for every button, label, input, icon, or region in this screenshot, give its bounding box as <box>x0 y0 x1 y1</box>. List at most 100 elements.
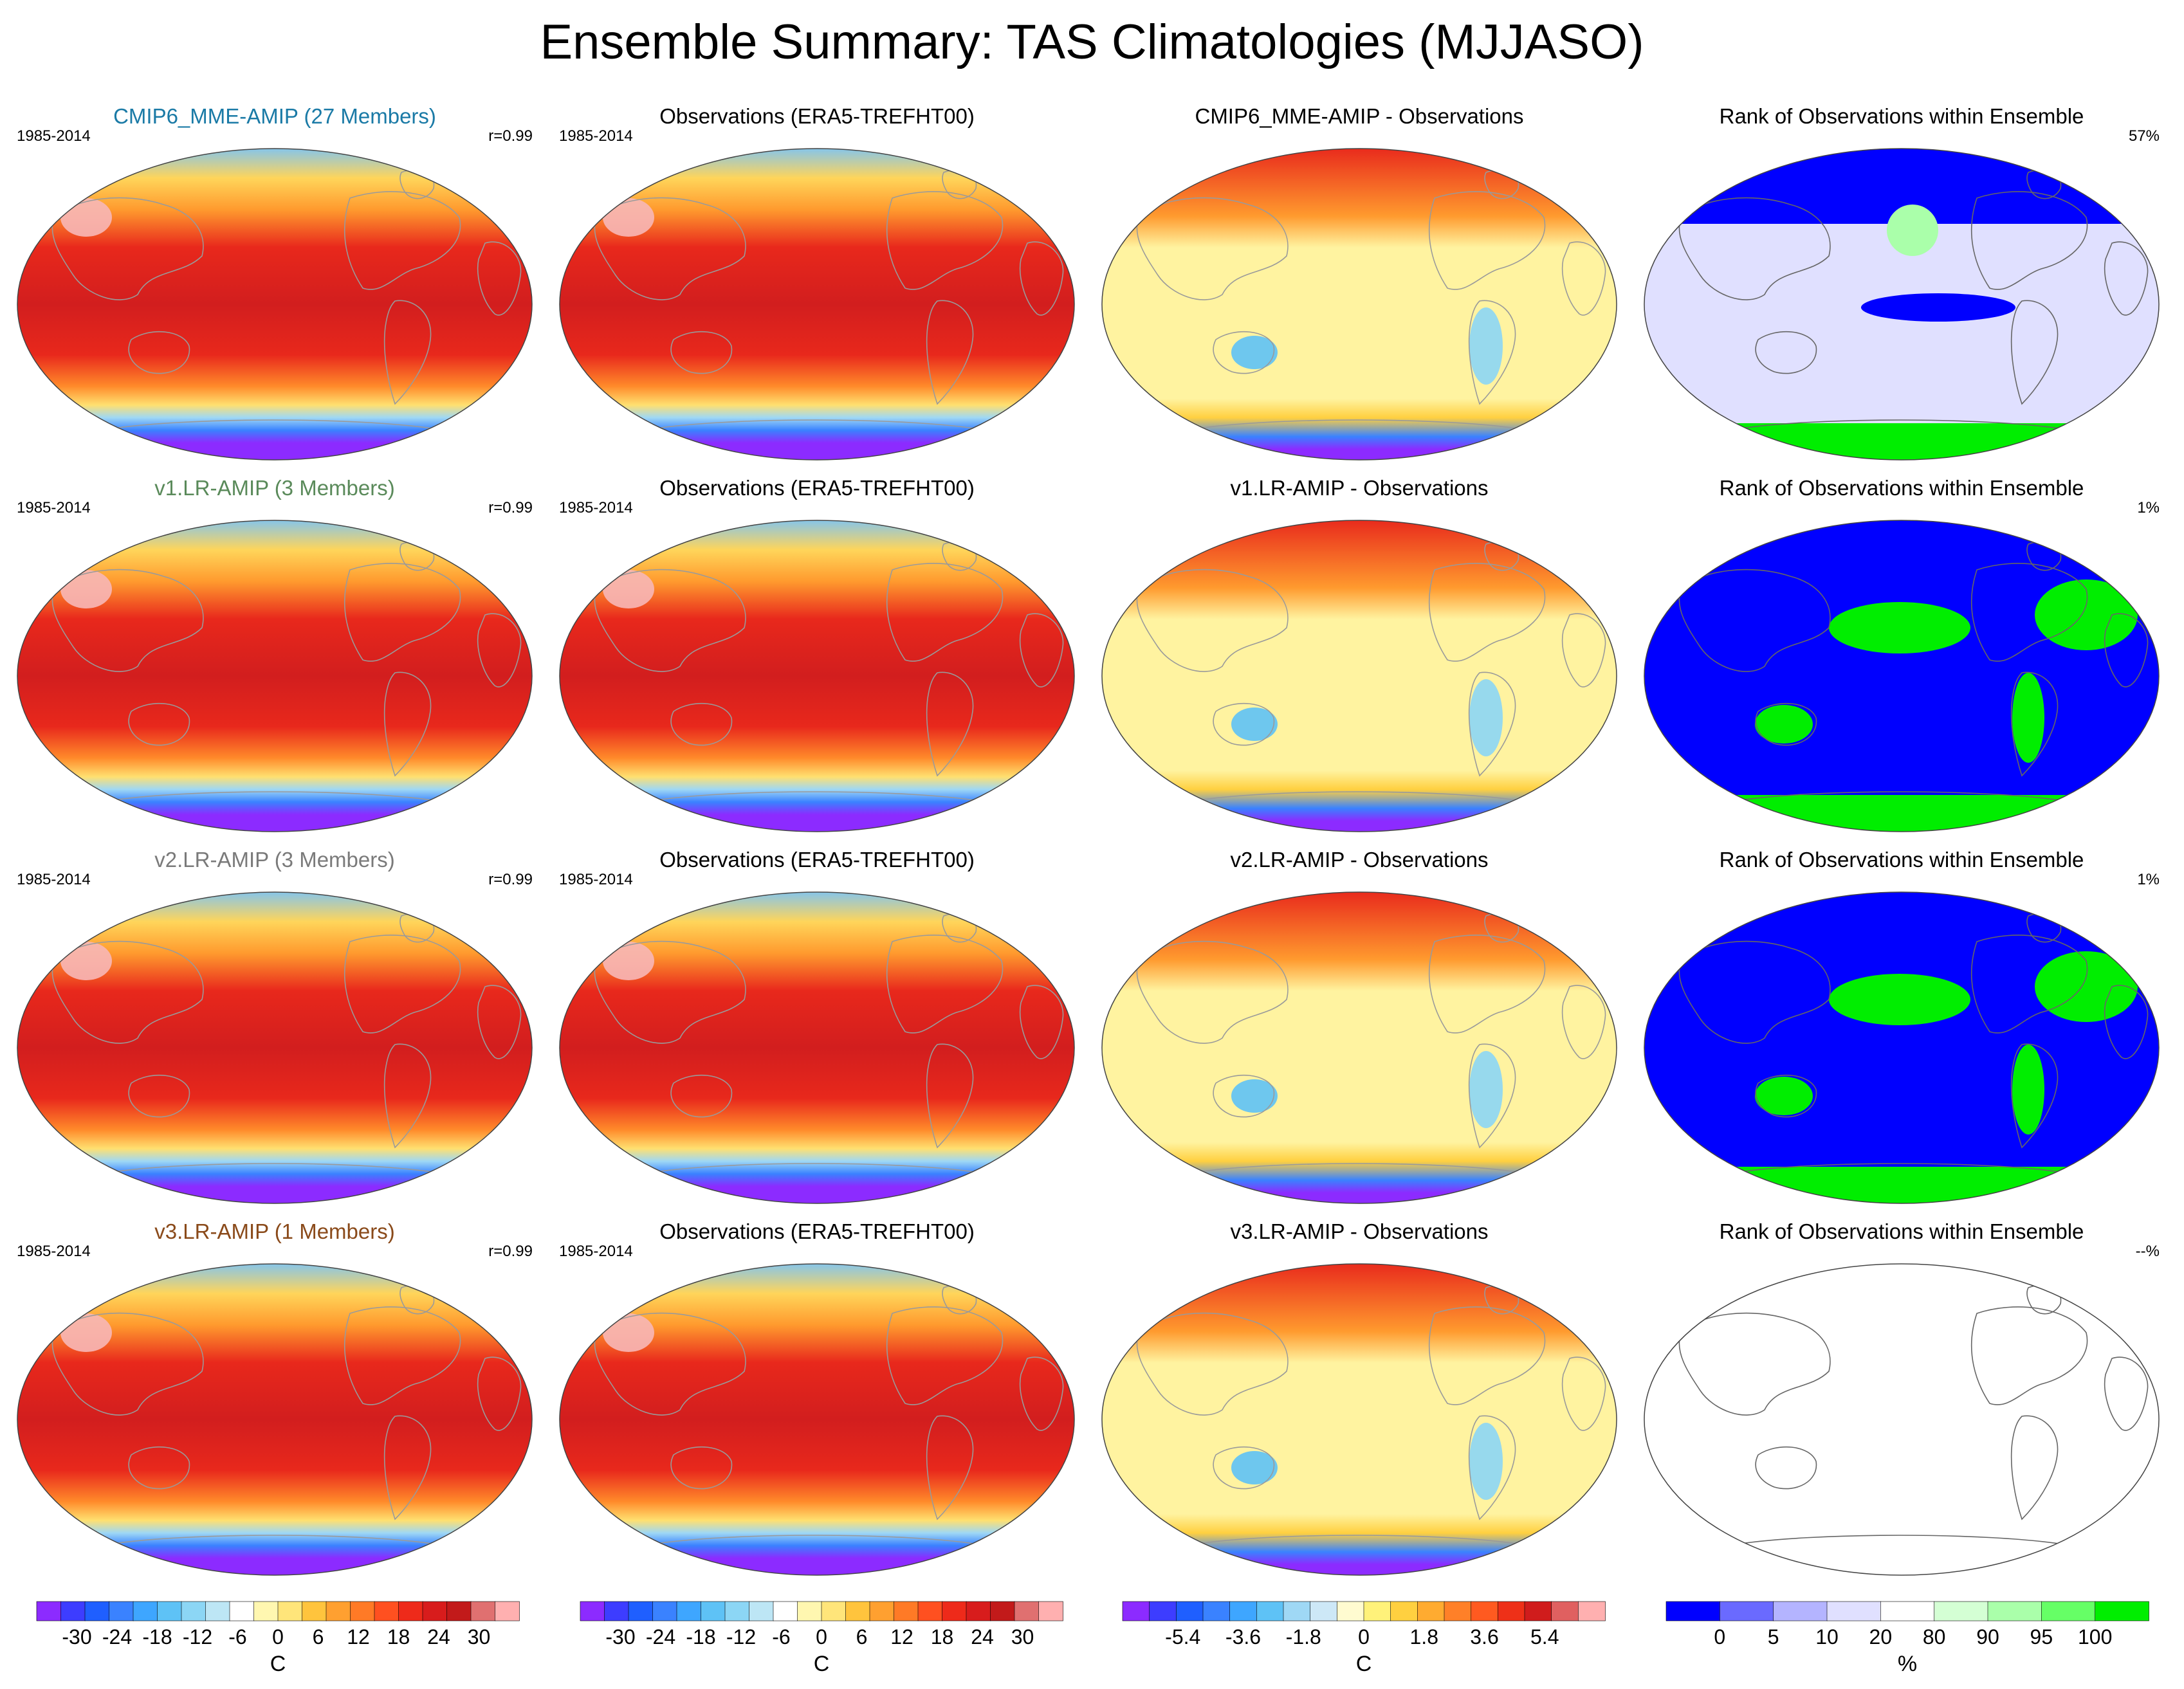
map-panel-obs: Observations (ERA5-TREFHT00) 1985-2014 <box>550 848 1084 1208</box>
cool-bias-region <box>1231 708 1278 741</box>
colorbar-tick-label: 12 <box>347 1625 370 1648</box>
north-america-outline <box>1970 935 2088 1034</box>
colorbar-swatch <box>773 1601 798 1621</box>
colorbar-tick-label: 12 <box>890 1625 913 1648</box>
australia-outline <box>1213 1446 1275 1490</box>
colorbar-swatch <box>749 1601 774 1621</box>
map-panel-diff: v1.LR-AMIP - Observations <box>1092 476 1626 836</box>
panel-title: CMIP6_MME-AMIP - Observations <box>1195 104 1524 128</box>
colorbar-tick-label: -6 <box>228 1625 246 1648</box>
map-panel-rank: Rank of Observations within Ensemble 1% <box>1635 476 2169 836</box>
colorbar-tick-label: 0 <box>1714 1625 1725 1648</box>
panel-title: Rank of Observations within Ensemble <box>1719 1219 2084 1243</box>
colorbar-tick-label: 3.6 <box>1470 1625 1498 1648</box>
south-america-outline <box>2010 1415 2059 1520</box>
asia-outline <box>1678 197 1831 300</box>
asia-outline <box>1678 569 1831 672</box>
panel-title: v1.LR-AMIP (3 Members) <box>154 476 395 500</box>
colorbar-swatch <box>701 1601 726 1621</box>
colorbar-swatch <box>398 1601 423 1621</box>
global-map <box>559 148 1075 461</box>
period-label: 1985-2014 <box>17 1243 91 1260</box>
rank-percent-label: --% <box>2135 1243 2160 1260</box>
panel-title: Rank of Observations within Ensemble <box>1719 476 2084 500</box>
colorbar-swatch <box>724 1601 750 1621</box>
rank-high-region <box>1644 795 2159 832</box>
colorbar-swatch <box>628 1601 654 1621</box>
asia-outline <box>594 197 746 300</box>
warm-anomaly-region <box>60 1313 112 1352</box>
africa-outline <box>477 1356 522 1431</box>
australia-outline <box>670 702 733 746</box>
global-map <box>1101 148 1617 461</box>
colorbar-swatch <box>1390 1601 1418 1621</box>
colorbar-tick-label: 0 <box>272 1625 284 1648</box>
australia-outline <box>1213 331 1275 374</box>
colorbar-swatch <box>845 1601 870 1621</box>
colorbar-swatch <box>470 1601 496 1621</box>
difference-field <box>1102 520 1617 832</box>
panel-title: Rank of Observations within Ensemble <box>1719 104 2084 128</box>
map-panel-model: v1.LR-AMIP (3 Members) 1985-2014 r=0.99 <box>8 476 542 836</box>
asia-outline <box>51 569 204 672</box>
australia-outline <box>1755 331 1817 374</box>
africa-outline <box>477 241 522 316</box>
africa-outline <box>1561 241 1606 316</box>
colorbar-swatch <box>422 1601 448 1621</box>
africa-outline <box>477 613 522 688</box>
colorbar-tick-label: 0 <box>816 1625 827 1648</box>
panel-title: v2.LR-AMIP (3 Members) <box>154 848 395 872</box>
colorbar-swatch <box>1471 1601 1499 1621</box>
colorbar-swatch <box>1202 1601 1231 1621</box>
global-map <box>1644 891 2160 1204</box>
temperature-field <box>560 149 1074 460</box>
australia-outline <box>128 331 190 374</box>
cool-bias-region <box>1469 1423 1503 1500</box>
map-boundary <box>559 520 1075 832</box>
correlation-label: r=0.99 <box>488 871 533 888</box>
colorbar-swatch <box>1149 1601 1177 1621</box>
difference-field <box>1102 149 1617 460</box>
colorbar-swatch <box>942 1601 967 1621</box>
asia-outline <box>1136 197 1289 300</box>
global-map <box>1101 1263 1617 1576</box>
north-america-outline <box>344 191 461 290</box>
global-map <box>1644 1263 2160 1576</box>
colorbar-swatch <box>1363 1601 1391 1621</box>
period-label: 1985-2014 <box>17 127 91 145</box>
colorbar-swatch <box>1417 1601 1445 1621</box>
cool-bias-region <box>1231 1451 1278 1484</box>
panel-title: v3.LR-AMIP - Observations <box>1230 1219 1489 1243</box>
rank-high-region <box>1887 205 1938 256</box>
colorbar-tick-label: -18 <box>686 1625 715 1648</box>
warm-anomaly-region <box>60 942 112 980</box>
asia-outline <box>594 940 746 1044</box>
colorbar-tick-label: 24 <box>427 1625 450 1648</box>
colorbar-swatch <box>133 1601 158 1621</box>
australia-outline <box>670 1074 733 1118</box>
map-panel-diff: v3.LR-AMIP - Observations <box>1092 1219 1626 1580</box>
north-america-outline <box>1428 191 1546 290</box>
south-america-outline <box>1468 671 1516 777</box>
temperature-field <box>17 520 532 832</box>
rank-high-region <box>1829 974 1970 1025</box>
period-label: 1985-2014 <box>559 127 633 145</box>
south-america-outline <box>1468 300 1516 405</box>
south-america-outline <box>926 1043 974 1149</box>
africa-outline <box>1561 985 1606 1059</box>
north-america-outline <box>886 191 1004 290</box>
africa-outline <box>477 985 522 1059</box>
colorbar-swatch <box>181 1601 206 1621</box>
warm-anomaly-region <box>603 942 654 980</box>
colorbar-tick-label: 30 <box>468 1625 491 1648</box>
colorbar-swatch <box>1176 1601 1204 1621</box>
colorbar-swatch <box>1880 1601 1935 1621</box>
map-boundary <box>1101 1263 1617 1576</box>
map-boundary <box>1644 520 2160 832</box>
period-label: 1985-2014 <box>17 499 91 516</box>
warm-anomaly-region <box>603 570 654 608</box>
map-panel-diff: CMIP6_MME-AMIP - Observations <box>1092 104 1626 464</box>
north-america-outline <box>344 1306 461 1405</box>
correlation-label: r=0.99 <box>488 1243 533 1260</box>
colorbar-tick-label: -24 <box>646 1625 675 1648</box>
